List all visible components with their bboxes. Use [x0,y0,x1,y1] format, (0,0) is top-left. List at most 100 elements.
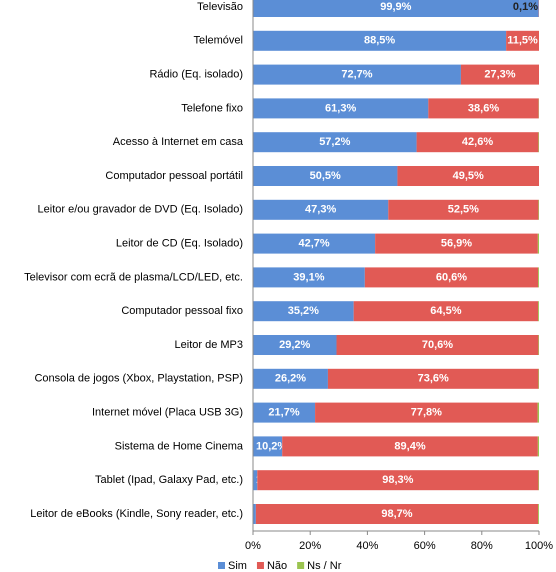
value-label: 70,6% [422,339,453,351]
bar-segment [538,504,539,524]
bar-segment [375,233,538,254]
value-label: 56,9% [441,238,472,250]
category-label: Internet móvel (Placa USB 3G) [92,407,243,419]
value-label: 42,6% [462,136,493,148]
bar-segment [537,436,539,457]
bar-segment [253,368,328,389]
category-label: Tablet (Ipad, Galaxy Pad, etc.) [95,474,243,486]
category-label: Consola de jogos (Xbox, Playstation, PSP… [34,373,243,385]
category-label: Acesso à Internet em casa [113,136,244,148]
bar-segment [253,504,256,524]
category-label: Leitor de CD (Eq. Isolado) [116,238,243,250]
bar-segment [353,301,539,322]
bar-segment [460,64,539,85]
bar-segment [537,233,539,254]
legend-label: Não [267,560,287,572]
value-label: 98,7% [381,508,412,520]
bar-segment [388,199,539,220]
category-label: Leitor de MP3 [175,339,243,351]
bar-segment [364,267,539,288]
bar-segment [253,402,316,423]
value-label: 99,9% [380,1,411,13]
value-label: 21,7% [268,407,299,419]
value-label: 73,6% [418,373,449,385]
category-label: Computador pessoal fixo [121,305,243,317]
value-label: 61,3% [325,102,356,114]
x-tick-label: 40% [356,540,378,552]
bar-segment [253,335,337,355]
bar-segment [253,166,398,186]
bar-segment [428,98,539,119]
category-label: Leitor de eBooks (Kindle, Sony reader, e… [30,508,243,520]
bar-segment [336,335,539,355]
bar-segment [253,470,258,491]
bar-segment [253,199,389,220]
bar-segment [253,98,429,119]
x-tick-label: 60% [414,540,436,552]
bar-segment [327,368,539,389]
bar-segment [538,199,539,220]
bar-segment [253,0,539,17]
bar-segment [253,436,283,457]
value-label: 26,2% [275,373,306,385]
bar-segment [537,402,539,423]
bar-segment [416,132,539,153]
bar-segment [538,301,539,322]
value-label: 0,1% [513,1,538,13]
bar-segment [538,470,539,491]
value-label: 11,5% [507,35,538,47]
value-label: 39,1% [293,271,324,283]
value-label: 77,8% [411,407,442,419]
category-label: Telemóvel [193,35,243,47]
category-label: Rádio (Eq. isolado) [149,69,243,81]
legend-swatch [218,562,225,569]
value-label: 35,2% [288,305,319,317]
bar-segment [255,504,539,524]
bar-segment [506,30,539,51]
legend-swatch [256,562,264,569]
bar-segment [538,132,539,153]
value-label: 27,3% [484,69,515,81]
bar-segment [253,267,365,288]
value-label: 88,5% [364,35,395,47]
bar-segment [397,166,539,186]
value-label: 60,6% [436,271,467,283]
x-tick-label: 100% [525,540,553,552]
category-label: Televisor com ecrã de plasma/LCD/LED, et… [24,271,243,283]
bar-segment [253,301,354,322]
bar-segment [538,335,539,355]
value-label: 57,2% [319,136,350,148]
category-label: Telefone fixo [181,102,243,114]
value-label: 38,6% [468,102,499,114]
legend-label: Ns / Nr [307,560,342,572]
value-label: 50,5% [310,170,341,182]
bar-segment [253,64,461,85]
value-label: 29,2% [279,339,310,351]
bar-segment [538,368,539,389]
category-label: Computador pessoal portátil [105,170,243,182]
value-label: 64,5% [430,305,461,317]
bar-segment [253,132,417,153]
bar-segment [253,30,507,51]
value-label: 52,5% [448,204,479,216]
value-label: 47,3% [305,204,336,216]
value-label: 49,5% [453,170,484,182]
category-label: Sistema de Home Cinema [115,440,244,452]
value-label: 72,7% [341,69,372,81]
legend-label: Sim [228,560,247,572]
legend-swatch [297,562,305,569]
value-label: 42,7% [298,238,329,250]
value-label: 89,4% [394,440,425,452]
category-label: Leitor e/ou gravador de DVD (Eq. Isolado… [38,204,243,216]
value-label: 10,2% [256,440,287,452]
bar-segment [257,470,539,491]
x-tick-label: 20% [299,540,321,552]
bar-segment [253,233,376,254]
x-tick-label: 80% [471,540,493,552]
category-label: Televisão [197,1,243,13]
bar-segment [315,402,538,423]
value-label: 98,3% [382,474,413,486]
bar-segment [282,436,538,457]
x-tick-label: 0% [245,540,261,552]
